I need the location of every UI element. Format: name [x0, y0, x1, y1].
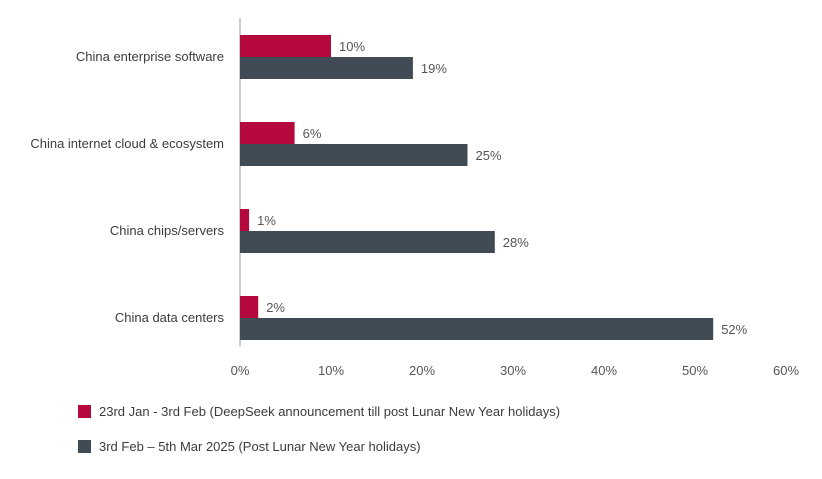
data-label-series-2: 52%: [721, 322, 747, 337]
legend-label-series-2: 3rd Feb – 5th Mar 2025 (Post Lunar New Y…: [99, 439, 421, 454]
bar-series-2: [240, 318, 714, 340]
x-tick-label: 50%: [682, 363, 708, 378]
data-label-series-1: 10%: [339, 39, 365, 54]
x-tick-label: 60%: [773, 363, 799, 378]
bar-series-1: [240, 209, 250, 231]
x-tick-label: 0%: [231, 363, 250, 378]
legend-swatch-series-1: [78, 405, 91, 418]
category-labels: China enterprise software China internet …: [30, 49, 224, 325]
x-tick-label: 40%: [591, 363, 617, 378]
bar-series-2: [240, 144, 468, 166]
data-label-series-1: 6%: [303, 126, 322, 141]
bar-chart: China enterprise software China internet …: [30, 18, 800, 378]
legend-swatch-series-2: [78, 440, 91, 453]
bar-series-1: [240, 35, 331, 57]
category-label: China data centers: [115, 310, 225, 325]
bar-series-2: [240, 57, 413, 79]
bars-group: [240, 35, 714, 340]
data-label-series-2: 25%: [476, 148, 502, 163]
x-tick-label: 20%: [409, 363, 435, 378]
legend-item-series-2: 3rd Feb – 5th Mar 2025 (Post Lunar New Y…: [78, 439, 421, 454]
data-label-series-2: 28%: [503, 235, 529, 250]
value-labels: 10% 19% 6% 25% 1% 28% 2% 52%: [257, 39, 748, 337]
bar-series-1: [240, 296, 259, 318]
legend-label-series-1: 23rd Jan - 3rd Feb (DeepSeek announcemen…: [99, 404, 561, 419]
x-axis-ticks: 0% 10% 20% 30% 40% 50% 60%: [231, 363, 800, 378]
x-tick-label: 30%: [500, 363, 526, 378]
bar-series-2: [240, 231, 495, 253]
category-label: China internet cloud & ecosystem: [30, 136, 224, 151]
category-label: China enterprise software: [76, 49, 224, 64]
bar-series-1: [240, 122, 295, 144]
legend-item-series-1: 23rd Jan - 3rd Feb (DeepSeek announcemen…: [78, 404, 560, 419]
data-label-series-1: 2%: [266, 300, 285, 315]
category-label: China chips/servers: [110, 223, 225, 238]
data-label-series-1: 1%: [257, 213, 276, 228]
x-tick-label: 10%: [318, 363, 344, 378]
data-label-series-2: 19%: [421, 61, 447, 76]
